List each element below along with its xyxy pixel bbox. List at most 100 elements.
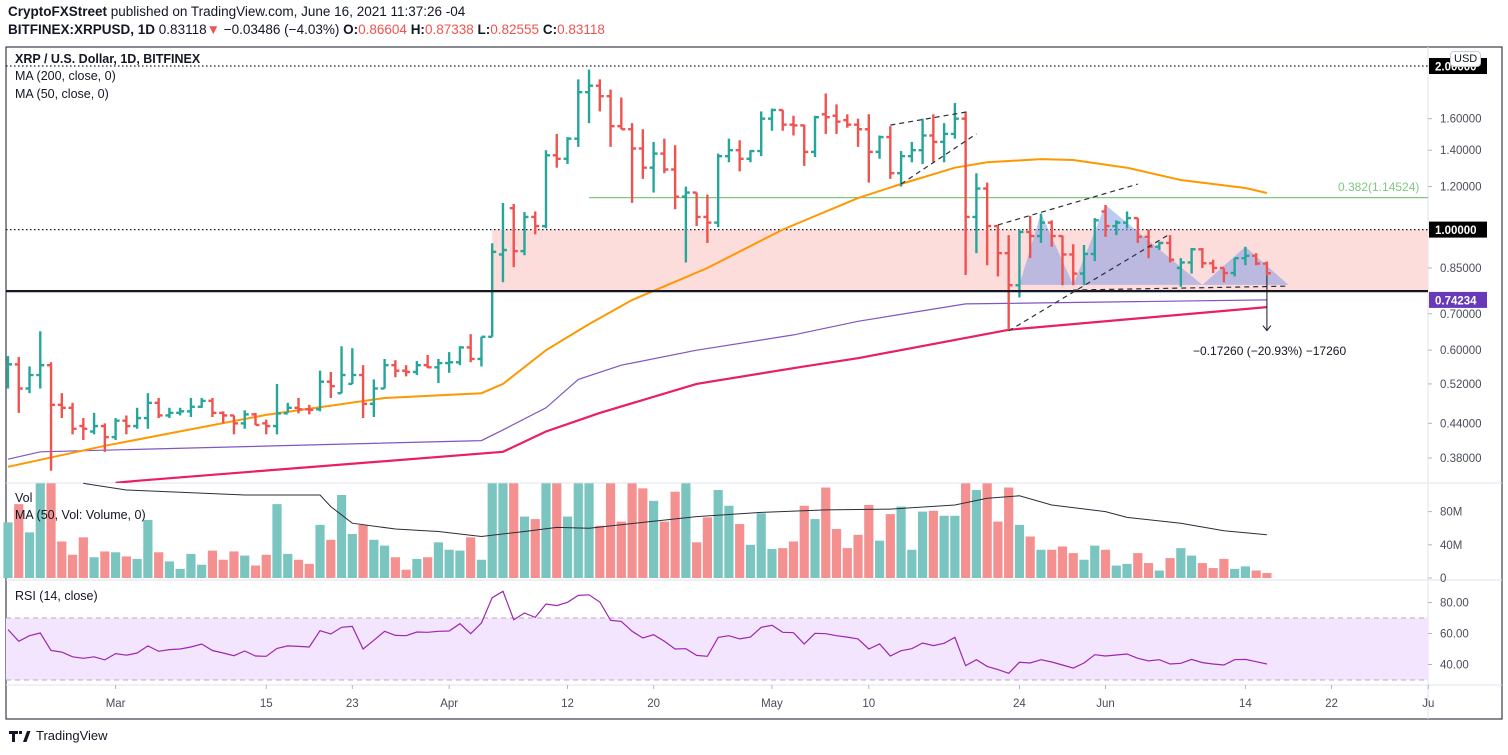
ohlc-bar[interactable] (283, 402, 292, 415)
ohlc-bar[interactable] (735, 140, 744, 172)
volume-bar[interactable] (756, 513, 766, 578)
volume-bar[interactable] (681, 483, 691, 578)
volume-bar[interactable] (842, 548, 852, 578)
ohlc-bar[interactable] (1026, 215, 1035, 259)
volume-bar[interactable] (24, 532, 35, 578)
volume-bar[interactable] (1219, 558, 1229, 578)
volume-bar[interactable] (89, 557, 99, 578)
ohlc-bar[interactable] (1123, 211, 1132, 229)
volume-bar[interactable] (961, 483, 971, 578)
volume-bar[interactable] (724, 505, 734, 578)
ohlc-bar[interactable] (219, 411, 228, 424)
ohlc-bar[interactable] (993, 224, 1002, 277)
volume-bar[interactable] (1230, 568, 1240, 578)
ohlc-bar[interactable] (90, 412, 99, 435)
ohlc-bar[interactable] (692, 191, 701, 227)
volume-bar[interactable] (993, 521, 1003, 578)
ohlc-bar[interactable] (907, 141, 916, 163)
ohlc-bar[interactable] (1015, 229, 1024, 298)
volume-bar[interactable] (347, 534, 357, 578)
volume-bar[interactable] (229, 551, 239, 578)
ohlc-bar[interactable] (262, 419, 271, 435)
ohlc-bar[interactable] (703, 194, 712, 243)
volume-bar[interactable] (143, 519, 153, 578)
dashed-trendline[interactable] (890, 111, 966, 126)
ohlc-bar[interactable] (671, 145, 680, 210)
volume-bar[interactable] (433, 542, 443, 578)
ohlc-bar[interactable] (316, 370, 325, 412)
ohlc-bar[interactable] (402, 365, 411, 377)
volume-bar[interactable] (864, 504, 874, 578)
left-shoulder-triangle[interactable] (1019, 213, 1074, 285)
ohlc-bar[interactable] (466, 334, 475, 363)
footer-brand[interactable]: TradingView (8, 728, 108, 743)
volume-bar[interactable] (627, 483, 637, 578)
volume-bar[interactable] (1036, 549, 1046, 578)
ohlc-bar[interactable] (176, 407, 185, 416)
ohlc-bar[interactable] (57, 393, 66, 419)
volume-bar[interactable] (767, 548, 777, 578)
volume-bar[interactable] (250, 565, 261, 578)
ohlc-bar[interactable] (757, 111, 766, 157)
ohlc-bar[interactable] (918, 118, 927, 165)
ohlc-bar[interactable] (983, 182, 992, 266)
ohlc-bar[interactable] (714, 153, 723, 228)
volume-bar[interactable] (78, 537, 88, 578)
volume-bar[interactable] (1047, 549, 1057, 578)
currency-badge[interactable]: USD (1450, 51, 1482, 67)
ohlc-bar[interactable] (1090, 218, 1099, 262)
dashed-trendline[interactable] (1008, 233, 1171, 332)
ma50-line[interactable] (7, 158, 1268, 468)
volume-bar[interactable] (1068, 553, 1078, 578)
volume-bar[interactable] (218, 559, 228, 578)
ma-purple-line[interactable] (7, 299, 1267, 460)
volume-bar[interactable] (692, 542, 702, 578)
volume-bar[interactable] (380, 545, 390, 578)
volume-bar[interactable] (595, 525, 605, 578)
rsi-line[interactable] (7, 590, 1268, 674)
volume-bar[interactable] (831, 529, 842, 578)
volume-bar[interactable] (466, 537, 476, 578)
volume-bar[interactable] (907, 549, 917, 578)
volume-bar[interactable] (616, 521, 626, 578)
ohlc-bar[interactable] (154, 397, 163, 419)
ohlc-bar[interactable] (832, 104, 841, 134)
volume-bar[interactable] (444, 549, 454, 578)
ohlc-bar[interactable] (724, 138, 733, 163)
ohlc-bar[interactable] (348, 348, 357, 386)
volume-bar[interactable] (918, 511, 928, 578)
ohlc-bar[interactable] (1187, 247, 1196, 274)
volume-bar[interactable] (336, 495, 347, 578)
dashed-trendline[interactable] (997, 183, 1138, 226)
ohlc-bar[interactable] (391, 360, 400, 378)
ohlc-bar[interactable] (273, 383, 281, 435)
volume-bar[interactable] (950, 515, 960, 578)
ohlc-bar[interactable] (1058, 234, 1067, 286)
volume-bar[interactable] (735, 524, 745, 578)
volume-bar[interactable] (939, 515, 949, 578)
ohlc-bar[interactable] (412, 361, 421, 376)
volume-bar[interactable] (35, 483, 45, 578)
ohlc-bar[interactable] (628, 123, 637, 203)
ohlc-bar[interactable] (186, 397, 195, 418)
volume-bar[interactable] (1240, 566, 1250, 578)
ohlc-bar[interactable] (14, 356, 23, 413)
volume-bar[interactable] (810, 519, 820, 578)
ohlc-bar[interactable] (477, 335, 486, 367)
legend-volume[interactable]: Vol (15, 491, 33, 505)
volume-bar[interactable] (132, 558, 142, 578)
volume-bar[interactable] (1057, 546, 1068, 578)
volume-bar[interactable] (423, 557, 433, 578)
volume-bar[interactable] (519, 516, 530, 578)
volume-bar[interactable] (272, 504, 282, 578)
legend-ma200[interactable]: MA (200, close, 0) (15, 69, 116, 83)
volume-bar[interactable] (1111, 565, 1121, 578)
ohlc-bar[interactable] (79, 418, 88, 441)
ohlc-bar[interactable] (326, 371, 335, 398)
volume-bar[interactable] (896, 506, 906, 578)
volume-bar[interactable] (197, 564, 207, 578)
volume-bar[interactable] (175, 568, 185, 578)
price-pane[interactable] (4, 65, 1428, 483)
volume-bar[interactable] (853, 534, 863, 578)
